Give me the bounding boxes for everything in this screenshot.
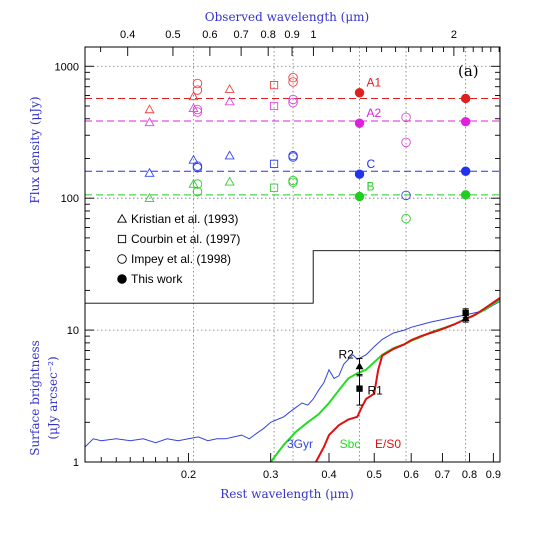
this-work-label-c: C <box>367 157 376 171</box>
panel-label: (a) <box>458 62 479 80</box>
x-tick-label: 0.9 <box>486 469 501 481</box>
surface-brightness-label-r1: R1 <box>368 384 384 398</box>
y-axis-title-upper: Flux density (μJy) <box>28 96 42 203</box>
legend-marker-circle <box>117 254 127 264</box>
observed-circle-point <box>288 97 298 108</box>
observed-circle-point <box>401 190 411 201</box>
observed-triangle-point <box>188 178 199 188</box>
observed-triangle-point <box>144 167 155 177</box>
legend-marker-square <box>117 234 127 244</box>
this-work-point <box>460 93 471 104</box>
observed-circle-point <box>192 85 203 95</box>
x-tick-label: 0.7 <box>435 469 450 481</box>
observed-circle-point <box>401 112 411 123</box>
x-top-tick-label: 0.5 <box>165 29 180 41</box>
y-axis-title-lower-2: (μJy arcsec⁻²) <box>46 356 60 439</box>
legend-label: Kristian et al. (1993) <box>131 212 238 226</box>
observed-triangle-point <box>188 91 199 101</box>
this-work-point <box>354 118 365 128</box>
observed-triangle-point <box>224 176 235 186</box>
this-work-label-b: B <box>367 179 375 193</box>
x-tick-label: 0.8 <box>462 469 477 481</box>
legend-label: Impey et al. (1998) <box>131 252 231 266</box>
observed-triangle-point <box>188 154 199 164</box>
this-work-point <box>354 88 365 98</box>
observed-square-point <box>269 101 279 111</box>
this-work-point <box>354 191 365 202</box>
observed-triangle-point <box>224 150 235 160</box>
y-tick-label: 1000 <box>55 61 79 73</box>
observed-triangle-point <box>144 117 155 127</box>
this-work-label-a1: A1 <box>367 76 382 90</box>
surface-brightness-point <box>355 362 364 370</box>
y-tick-label: 1 <box>73 457 79 469</box>
axis-ticks: 1 10 100 1000 0.2 0.3 0.4 0.5 0.6 0.7 0.8 0.9 0.4 0.5… <box>55 29 501 481</box>
observed-circle-point <box>288 177 298 188</box>
this-work-point <box>460 190 471 200</box>
x-tick-label: 0.4 <box>321 469 336 481</box>
x-top-tick-label: 0.7 <box>233 29 248 41</box>
grid-lines <box>85 47 500 462</box>
x-top-tick-label: 0.8 <box>261 29 276 41</box>
this-work-point <box>354 169 365 179</box>
data-points: A1 A2 CB R2 R1 <box>144 72 471 406</box>
observed-square-point <box>269 183 279 192</box>
template-line-3gyr <box>84 300 501 448</box>
observed-circle-point <box>288 94 298 105</box>
observed-circle-point <box>288 72 298 83</box>
x-top-tick-label: 1 <box>310 29 316 41</box>
surface-brightness-point <box>461 314 470 322</box>
x-top-tick-label: 0.6 <box>202 29 217 41</box>
observed-circle-point <box>192 107 203 117</box>
template-label-3gyr: 3Gyr <box>287 437 313 451</box>
legend-label: Courbin et al. (1997) <box>131 232 240 246</box>
surface-brightness-label-r2: R2 <box>339 347 355 361</box>
legend-marker-filled-circle <box>117 274 127 284</box>
this-work-point <box>460 117 471 127</box>
observed-square-point <box>269 80 279 90</box>
y-axis-title-lower-1: Surface brightness <box>28 340 42 456</box>
x-tick-label: 0.5 <box>367 469 382 481</box>
observed-triangle-point <box>224 96 235 106</box>
step-line <box>85 250 500 304</box>
observed-circle-point <box>401 213 411 224</box>
observed-triangle-point <box>224 84 235 93</box>
observed-circle-point <box>192 186 203 197</box>
x-axis-top-title: Observed wavelength (μm) <box>205 10 369 24</box>
y-tick-label: 100 <box>61 193 79 205</box>
legend-marker-triangle <box>116 213 128 223</box>
this-work-label-a2: A2 <box>367 106 382 120</box>
observed-circle-point <box>401 137 411 148</box>
legend-label: This work <box>131 272 183 286</box>
x-tick-label: 0.6 <box>404 469 419 481</box>
observed-circle-point <box>192 179 203 189</box>
x-axis-title: Rest wavelength (μm) <box>220 487 354 501</box>
surface-brightness-point <box>356 385 363 392</box>
reference-levels <box>85 97 500 196</box>
observed-triangle-point <box>144 192 155 202</box>
x-top-tick-label: 0.4 <box>120 29 135 41</box>
x-tick-label: 0.3 <box>263 469 278 481</box>
observed-circle-point <box>192 78 203 89</box>
template-label-sbc: Sbc <box>340 437 361 451</box>
this-work-point <box>460 166 471 176</box>
observed-circle-point <box>288 152 298 162</box>
y-tick-label: 10 <box>67 325 79 337</box>
observed-circle-point <box>192 163 203 173</box>
legend: Kristian et al. (1993) Courbin et al. (19… <box>116 212 240 286</box>
x-top-tick-label: 0.9 <box>284 29 299 41</box>
template-label-es0: E/S0 <box>375 437 401 451</box>
x-tick-label: 0.2 <box>181 469 196 481</box>
observed-square-point <box>269 159 279 168</box>
x-top-tick-label: 2 <box>451 29 457 41</box>
step-line-path <box>85 250 500 304</box>
observed-triangle-point <box>144 104 155 114</box>
observed-circle-point <box>192 104 203 115</box>
observed-circle-point <box>288 77 298 87</box>
annotations: 3Gyr Sbc E/S0 <box>287 437 401 451</box>
